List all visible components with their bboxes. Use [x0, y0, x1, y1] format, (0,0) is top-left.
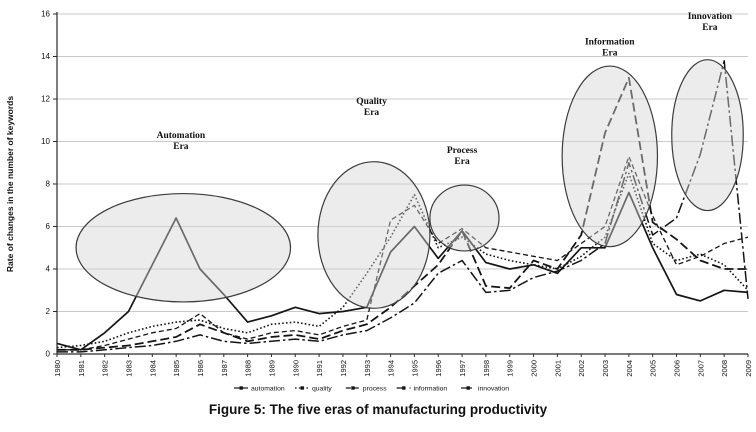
x-tick-label: 1982: [101, 360, 110, 377]
era-label-process: Process: [447, 146, 478, 156]
era-label-innovation: Era: [702, 23, 718, 33]
era-label-innovation: Innovation: [688, 12, 733, 22]
x-tick-label: 1996: [434, 360, 443, 377]
era-label-information: Era: [602, 49, 618, 59]
x-tick-label: 2004: [625, 360, 634, 377]
era-line-chart: 0 2 4 6 8 10 12 14 16 1980 1981 1982 1983 1984 1985 198…: [5, 10, 753, 393]
series-line-information: [57, 76, 748, 351]
era-label-quality: Quality: [356, 97, 387, 107]
x-tick-label: 1993: [363, 360, 372, 377]
x-tick-label: 1989: [267, 360, 276, 377]
chart-wrap: 0 2 4 6 8 10 12 14 16 1980 1981 1982 1983 1984 1985 198…: [5, 10, 753, 393]
legend-marker: [239, 386, 243, 390]
legend-item-automation: automation: [234, 385, 285, 392]
x-tick-label: 2002: [577, 360, 586, 377]
x-tick-label: 2005: [649, 360, 658, 377]
x-tick-label: 2001: [553, 360, 562, 377]
x-tick-label: 2007: [696, 360, 705, 377]
legend-label-innovation: innovation: [478, 385, 509, 392]
era-label-automation: Era: [173, 142, 189, 152]
y-tick-label: 6: [46, 222, 51, 231]
x-tick-label: 1995: [410, 360, 419, 377]
x-tick-label: 1983: [124, 360, 133, 377]
era-label-process: Era: [454, 157, 470, 167]
x-tick-label: 2006: [673, 360, 682, 377]
x-tick-label: 2000: [530, 360, 539, 377]
series-line-quality: [56, 172, 749, 349]
x-tick-label: 2009: [744, 360, 753, 377]
era-ellipse-innovation: [671, 59, 744, 212]
legend-label-information: information: [414, 385, 448, 392]
legend-item-process: process: [345, 385, 387, 392]
era-ellipse-process: [429, 184, 500, 252]
x-tick-label: 1990: [291, 360, 300, 377]
series-line-process: [57, 155, 749, 351]
x-tick-label: 1981: [77, 360, 86, 377]
legend-item-innovation: innovation: [461, 385, 509, 392]
x-tick-label: 1986: [196, 360, 205, 377]
x-tick-label: 1980: [53, 360, 62, 377]
era-ellipse-quality: [317, 161, 431, 309]
era-label-automation: Automation: [157, 131, 206, 141]
legend-marker: [402, 386, 406, 390]
y-tick-label: 4: [46, 265, 51, 274]
legend-label-quality: quality: [312, 385, 332, 392]
y-tick-label: 0: [46, 350, 51, 359]
era-ellipse-information: [561, 65, 659, 248]
series-line-innovation: [57, 60, 749, 353]
era-label-quality: Era: [364, 108, 380, 118]
x-tick-label: 1987: [220, 360, 229, 377]
legend-marker: [300, 386, 304, 390]
legend-item-information: information: [396, 385, 448, 392]
legend-item-quality: quality: [295, 385, 332, 392]
x-tick-label: 1991: [315, 360, 324, 377]
legend-label-automation: automation: [251, 385, 285, 392]
y-axis-title: Rate of changes in the number of keyword…: [5, 96, 15, 272]
era-ellipse-automation: [75, 192, 292, 303]
x-tick-label: 1988: [244, 360, 253, 377]
x-tick-label: 1999: [506, 360, 515, 377]
y-tick-label: 14: [41, 52, 50, 61]
legend-marker: [351, 386, 355, 390]
x-tick-label: 1992: [339, 360, 348, 377]
y-tick-label: 2: [46, 307, 51, 316]
x-tick-label: 1984: [148, 360, 157, 377]
x-tick-label: 2003: [601, 360, 610, 377]
x-tick-label: 1985: [172, 360, 181, 377]
x-tick-label: 1998: [482, 360, 491, 377]
series-line-automation: [56, 191, 749, 351]
y-tick-label: 12: [41, 95, 50, 104]
legend-label-process: process: [363, 385, 387, 392]
y-tick-label: 16: [41, 10, 50, 19]
x-tick-label: 2008: [720, 360, 729, 377]
era-label-information: Information: [585, 38, 635, 48]
figure-caption: Figure 5: The five eras of manufacturing…: [208, 402, 548, 417]
y-tick-label: 10: [41, 137, 50, 146]
legend-marker: [466, 386, 470, 390]
y-tick-label: 8: [46, 180, 51, 189]
x-tick-label: 1997: [458, 360, 467, 377]
x-tick-label: 1994: [387, 360, 396, 377]
